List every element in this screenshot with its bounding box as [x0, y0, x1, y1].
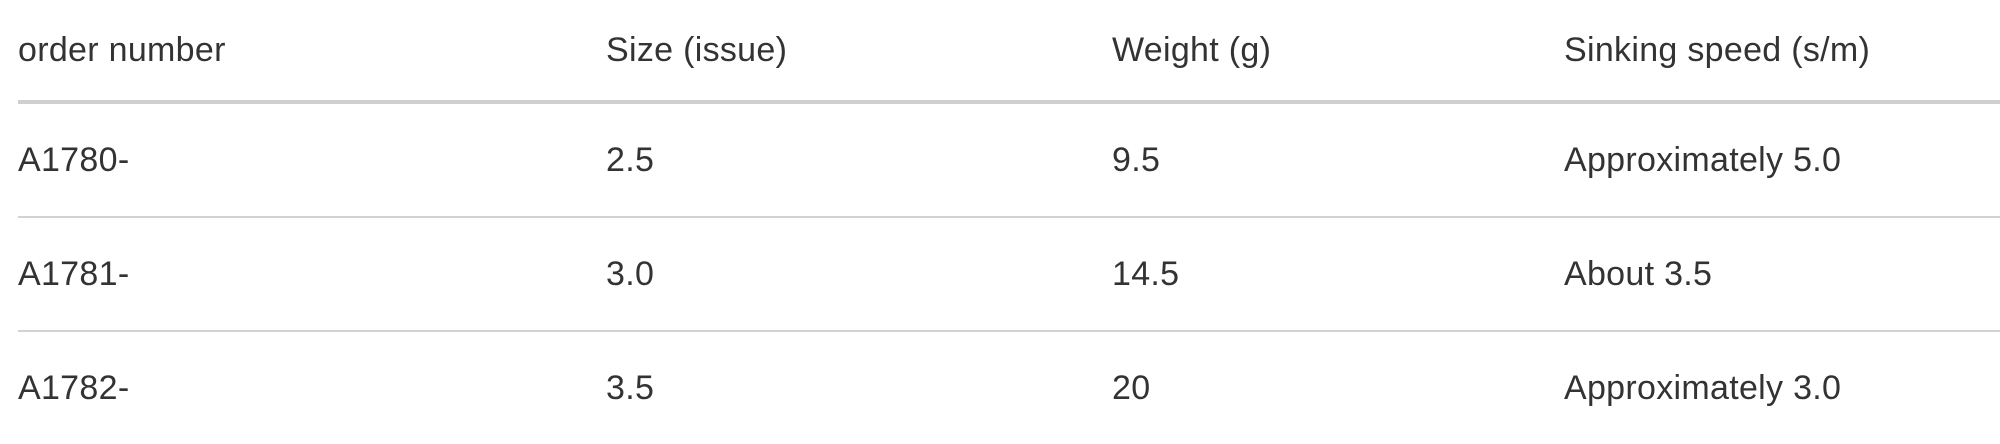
header-size: Size (issue) [606, 30, 788, 69]
cell-weight: 9.5 [1112, 140, 1161, 179]
table-row: A1782- 3.5 20 Approximately 3.0 [18, 332, 2000, 444]
cell-order-number: A1780- [18, 140, 130, 179]
table-row: A1780- 2.5 9.5 Approximately 5.0 [18, 104, 2000, 218]
table-row: A1781- 3.0 14.5 About 3.5 [18, 218, 2000, 332]
cell-size: 2.5 [606, 140, 655, 179]
cell-order-number: A1782- [18, 368, 130, 407]
cell-order-number: A1781- [18, 254, 130, 293]
cell-weight: 14.5 [1112, 254, 1180, 293]
header-sinking-speed: Sinking speed (s/m) [1564, 30, 1871, 69]
cell-size: 3.0 [606, 254, 655, 293]
cell-size: 3.5 [606, 368, 655, 407]
header-order-number: order number [18, 30, 226, 69]
header-weight: Weight (g) [1112, 30, 1272, 69]
cell-weight: 20 [1112, 368, 1151, 407]
cell-sinking-speed: Approximately 5.0 [1564, 140, 1842, 179]
spec-table: order number Size (issue) Weight (g) Sin… [18, 0, 2000, 444]
table-header-row: order number Size (issue) Weight (g) Sin… [18, 0, 2000, 104]
cell-sinking-speed: About 3.5 [1564, 254, 1713, 293]
cell-sinking-speed: Approximately 3.0 [1564, 368, 1842, 407]
